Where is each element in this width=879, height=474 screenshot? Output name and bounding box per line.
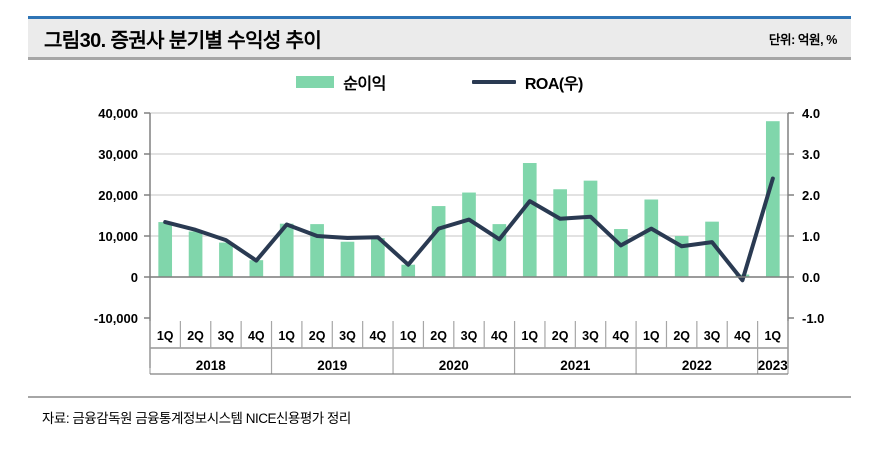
- x-axis-quarter-label: 2Q: [309, 329, 326, 343]
- x-axis-quarter-label: 2Q: [552, 329, 569, 343]
- bar: [765, 121, 780, 277]
- bar: [431, 206, 446, 277]
- y2-axis-tick-label: 2.0: [802, 188, 820, 203]
- bar: [644, 199, 659, 277]
- source-note: 자료: 금융감독원 금융통계정보시스템 NICE신용평가 정리: [42, 411, 351, 426]
- y-axis-tick-label: 0: [131, 270, 138, 285]
- x-axis-year-label: 2021: [560, 358, 591, 373]
- x-axis-quarter-label: 1Q: [643, 329, 660, 343]
- x-axis-year-label: 2019: [317, 358, 347, 373]
- bar: [553, 189, 567, 277]
- profitability-chart: 40,000 4.0 30,000 3.0 20,000 2.0 10,000 1.0 0 0.0…: [94, 106, 824, 375]
- bar: [401, 264, 416, 277]
- y-axis-tick-label: 30,000: [98, 147, 138, 162]
- x-axis-quarter-label: 2Q: [673, 329, 690, 343]
- y-axis-tick-label: 10,000: [98, 229, 138, 244]
- legend-swatch-line-icon: [471, 80, 516, 84]
- figure-container: 그림30. 증권사 분기별 수익성 추이 단위: 억원, % 순이익 ROA(우…: [0, 16, 879, 474]
- y2-axis-tick-label: 3.0: [802, 147, 820, 162]
- x-axis-quarter-label: 1Q: [521, 329, 538, 343]
- legend-label-roa: ROA(우): [524, 76, 583, 93]
- y-axis-tick-label: 40,000: [98, 106, 138, 121]
- footer-rule: [28, 396, 851, 398]
- x-axis-quarter-label: 2Q: [187, 329, 204, 343]
- bar: [522, 163, 537, 277]
- bar: [340, 241, 355, 277]
- x-axis-year-label: 2023: [758, 358, 789, 373]
- x-axis-year-label: 2018: [196, 358, 227, 373]
- chart-legend: 순이익 ROA(우): [28, 62, 851, 102]
- y-axis-tick-label: -10,000: [94, 311, 138, 326]
- roa-line: [163, 176, 775, 283]
- x-axis-year-label: 2022: [682, 358, 712, 373]
- y2-axis-tick-label: 4.0: [802, 106, 820, 121]
- unit-label: 단위: 억원, %: [768, 32, 838, 47]
- y2-axis-tick-label: 0.0: [802, 270, 820, 285]
- bar: [462, 192, 476, 277]
- x-axis-quarter-label: 1Q: [400, 329, 417, 343]
- x-axis-quarter-label: 1Q: [764, 329, 781, 343]
- x-axis-quarter-label: 4Q: [734, 329, 751, 343]
- bar: [219, 242, 233, 277]
- x-axis-quarter-label: 3Q: [582, 329, 599, 343]
- bar: [158, 222, 173, 277]
- x-axis-year-label: 2020: [439, 358, 469, 373]
- x-axis-quarter-label: 1Q: [278, 329, 295, 343]
- x-axis-quarter-label: 4Q: [248, 329, 265, 343]
- page-title: 그림30. 증권사 분기별 수익성 추이: [44, 29, 322, 52]
- bar: [614, 229, 628, 277]
- x-axis-quarter-label: 4Q: [491, 329, 508, 343]
- x-axis-quarter-label: 4Q: [613, 329, 630, 343]
- x-axis-quarter-label: 1Q: [157, 329, 174, 343]
- bar: [188, 231, 203, 277]
- bar: [583, 180, 598, 277]
- bar: [371, 238, 385, 277]
- figure-header: 그림30. 증권사 분기별 수익성 추이 단위: 억원, %: [28, 19, 851, 60]
- header-top-rule: [28, 16, 851, 19]
- x-axis-quarter-label: 3Q: [339, 329, 356, 343]
- x-axis-quarter-label: 2Q: [430, 329, 447, 343]
- y-axis-tick-label: 20,000: [98, 188, 138, 203]
- bar: [279, 223, 294, 277]
- legend-item-net-profit: 순이익: [296, 70, 386, 94]
- bar: [249, 260, 264, 277]
- legend-label-net-profit: 순이익: [343, 76, 386, 93]
- x-axis-quarter-label: 3Q: [704, 329, 721, 343]
- x-axis-quarter-label: 3Q: [461, 329, 478, 343]
- chart-plot-area: 40,000 4.0 30,000 3.0 20,000 2.0 10,000 1.0 0 0.0…: [28, 102, 851, 392]
- x-axis-quarter-label: 4Q: [370, 329, 387, 343]
- x-axis-quarter-label: 3Q: [218, 329, 235, 343]
- legend-item-roa: ROA(우): [471, 70, 583, 94]
- y2-axis-tick-label: 1.0: [802, 229, 820, 244]
- bar: [705, 221, 719, 277]
- y2-axis-tick-label: -1.0: [802, 311, 824, 326]
- bar: [310, 224, 324, 277]
- legend-swatch-bar-icon: [296, 76, 335, 88]
